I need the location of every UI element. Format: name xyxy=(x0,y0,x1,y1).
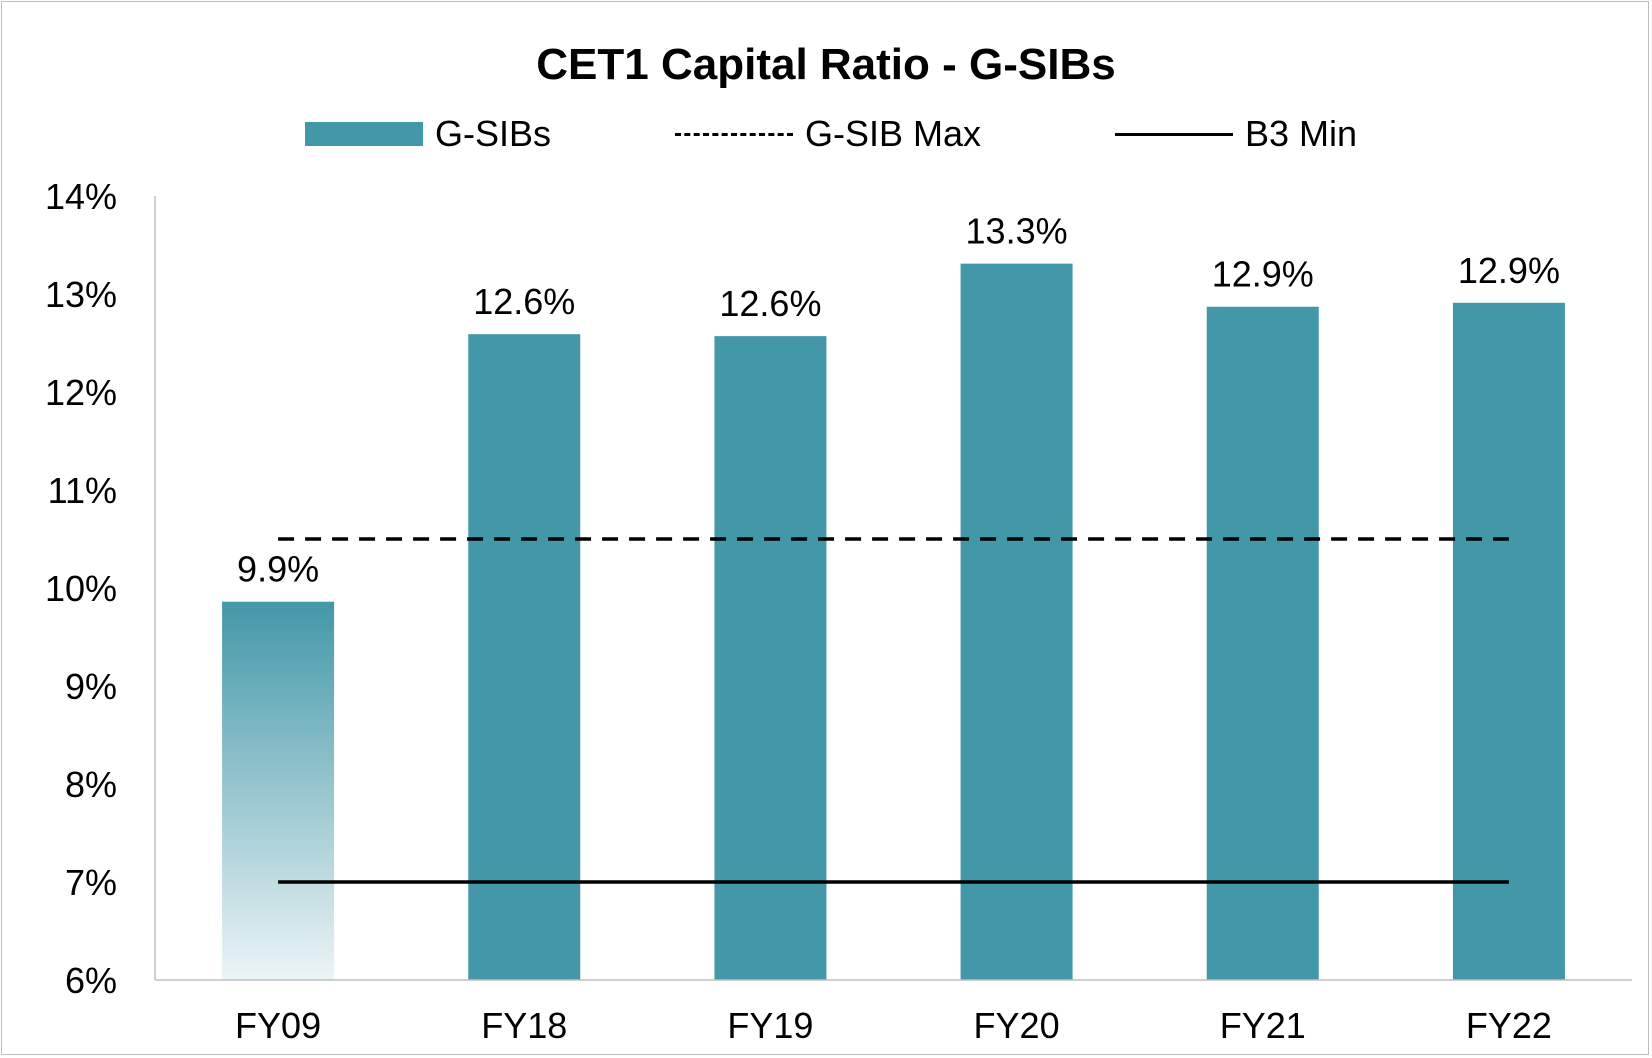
legend-label-gsib-max: G-SIB Max xyxy=(805,113,982,154)
y-tick-label: 12% xyxy=(45,372,117,413)
x-tick-label: FY18 xyxy=(481,1005,567,1046)
data-label-fy20: 13.3% xyxy=(966,211,1068,252)
y-tick-label: 10% xyxy=(45,568,117,609)
bar-fy20 xyxy=(960,263,1073,980)
legend-item-gsibs: G-SIBs xyxy=(305,112,551,156)
data-label-fy09: 9.9% xyxy=(237,549,319,590)
x-tick-label: FY19 xyxy=(727,1005,813,1046)
legend-item-b3-min: B3 Min xyxy=(1115,112,1357,156)
legend-label-gsibs: G-SIBs xyxy=(435,113,552,154)
legend-label-b3-min: B3 Min xyxy=(1245,113,1358,154)
data-label-fy22: 12.9% xyxy=(1458,250,1560,291)
chart-title: CET1 Capital Ratio - G-SIBs xyxy=(536,40,1116,89)
y-tick-label: 6% xyxy=(65,960,117,1001)
y-tick-label: 11% xyxy=(48,470,117,511)
bar-fy18 xyxy=(468,334,581,980)
legend-swatch-solid-line xyxy=(1115,132,1233,136)
chart-legend: G-SIBs G-SIB Max B3 Min xyxy=(0,112,1652,156)
data-label-fy21: 12.9% xyxy=(1212,254,1314,295)
y-tick-label: 8% xyxy=(65,764,117,805)
y-tick-label: 13% xyxy=(45,274,117,315)
legend-swatch-bar xyxy=(305,122,423,146)
bar-fy21 xyxy=(1206,306,1319,980)
data-label-fy19: 12.6% xyxy=(719,283,821,324)
bar-fy09 xyxy=(222,601,335,980)
y-tick-label: 9% xyxy=(65,666,117,707)
y-tick-label: 14% xyxy=(45,176,117,217)
x-tick-label: FY21 xyxy=(1220,1005,1306,1046)
x-tick-label: FY22 xyxy=(1466,1005,1552,1046)
legend-item-gsib-max: G-SIB Max xyxy=(675,112,981,156)
bar-fy19 xyxy=(714,336,827,980)
data-label-fy18: 12.6% xyxy=(473,281,575,322)
x-tick-label: FY20 xyxy=(974,1005,1060,1046)
bar-fy22 xyxy=(1452,302,1565,980)
y-tick-label: 7% xyxy=(65,862,117,903)
x-tick-label: FY09 xyxy=(235,1005,321,1046)
legend-swatch-dashed-line xyxy=(675,132,793,136)
